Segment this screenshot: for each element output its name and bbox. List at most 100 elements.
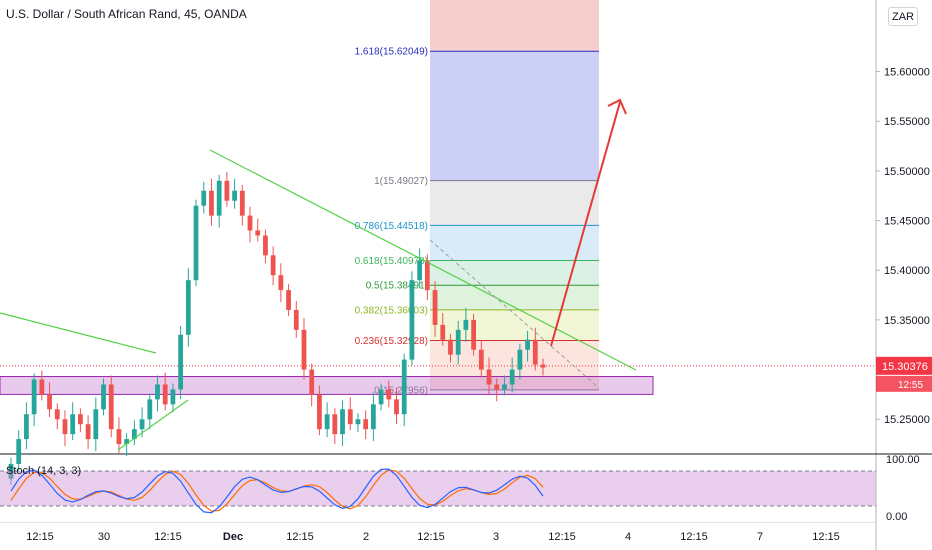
candle-body [8,463,14,479]
fib-zone [430,51,599,181]
candle-body [278,275,284,291]
currency-button[interactable]: ZAR [888,7,918,26]
fib-level-label: 1(15.49027) [374,176,428,187]
countdown-value: 12:55 [898,380,923,391]
time-axis-label: 7 [757,531,763,543]
candle-body [201,190,207,206]
candle-body [386,389,392,400]
time-axis-label: 3 [493,531,499,543]
price-tick-label: 15.45000 [884,216,930,228]
candle-body [178,334,184,390]
projection-dashed-line [429,239,600,389]
candle-body [309,369,315,395]
candle-body [463,319,469,330]
candle-body [31,379,37,415]
candle-body [448,339,453,355]
time-axis-label: 12:15 [417,531,445,543]
price-tick-label: 15.40000 [884,265,930,277]
candle-body [224,180,230,201]
candle-body [70,414,76,435]
candle-body [131,429,137,440]
candle-body [193,205,199,281]
time-axis-label: 4 [625,531,631,543]
candle-body [108,384,114,430]
candle-body [532,339,538,365]
candle-body [409,280,415,360]
candle-body [417,260,423,281]
candle-body [494,384,500,390]
price-tick-label: 15.55000 [884,116,930,128]
fib-level-label: 0.382(15.36003) [355,305,428,316]
time-axis-label: 12:15 [154,531,182,543]
candle-body [378,389,384,405]
candle-body [39,379,45,395]
candle-body [509,369,515,385]
fib-level-label: 0.618(15.40978) [355,256,428,267]
candle-body [232,190,237,201]
price-tick-label: 15.60000 [884,67,930,79]
time-axis-label: 12:15 [812,531,840,543]
candle-body [101,384,106,410]
stoch-label: Stoch (14, 3, 3) [6,465,81,477]
candle-body [47,394,52,410]
symbol-title: U.S. Dollar / South African Rand, 45, OA… [6,7,247,21]
trendline-left [0,312,157,354]
candle-body [394,399,399,415]
fib-level-label: 0.5(15.38491) [366,281,428,292]
last-price-value: 15.30376 [882,361,928,373]
trendline-left-support [117,399,189,451]
candle-body [85,424,91,440]
candle-body [502,384,507,390]
time-axis-label: 12:15 [680,531,708,543]
candle-body [255,230,261,236]
candle-body [440,324,446,340]
candle-body [432,290,438,325]
candle-body [324,414,330,430]
candle-body [525,339,530,350]
fib-level-label: 1.618(15.62049) [355,47,428,58]
candle-body [247,215,253,231]
candle-body [263,235,268,256]
candle-body [270,255,276,276]
candle-body [286,290,291,310]
candle-body [162,384,168,405]
candle-body [124,439,130,445]
price-tick-label: 15.50000 [884,166,930,178]
support-zone [0,376,654,395]
target-zone [430,0,599,52]
candle-body [116,429,122,445]
candle-body [239,190,245,216]
fib-zone [430,180,599,226]
arrow-head-icon [607,98,627,115]
candle-body [340,409,345,435]
candle-body [93,409,99,440]
fib-level-label: 0.236(15.32928) [355,336,428,347]
time-axis-label: 2 [363,531,369,543]
stoch-tick-0: 0.00 [886,511,907,523]
candle-body [62,419,68,435]
candle-body [24,414,29,440]
time-axis-label: Dec [223,531,243,543]
fib-level-label: 0.786(15.44518) [355,221,428,232]
last-price-badge [876,356,932,375]
candle-body [155,384,160,400]
candle-body [355,419,361,425]
candle-body [478,349,484,370]
candle-body [517,349,523,370]
candle-body [170,389,176,405]
candle-body [209,190,214,216]
countdown-badge [876,375,932,392]
fib-zone [430,285,599,310]
candle-body [347,409,353,425]
candle-body [363,419,369,430]
trendline-resistance [209,149,637,371]
candle-body [301,329,307,370]
candle-body [471,319,476,350]
stoch-d-line [10,469,544,512]
fib-level-label: 0(15.27956) [374,385,428,396]
time-axis-label: 12:15 [26,531,54,543]
stoch-band [0,471,876,506]
candle-body [139,419,145,430]
price-tick-label: 15.35000 [884,315,930,327]
